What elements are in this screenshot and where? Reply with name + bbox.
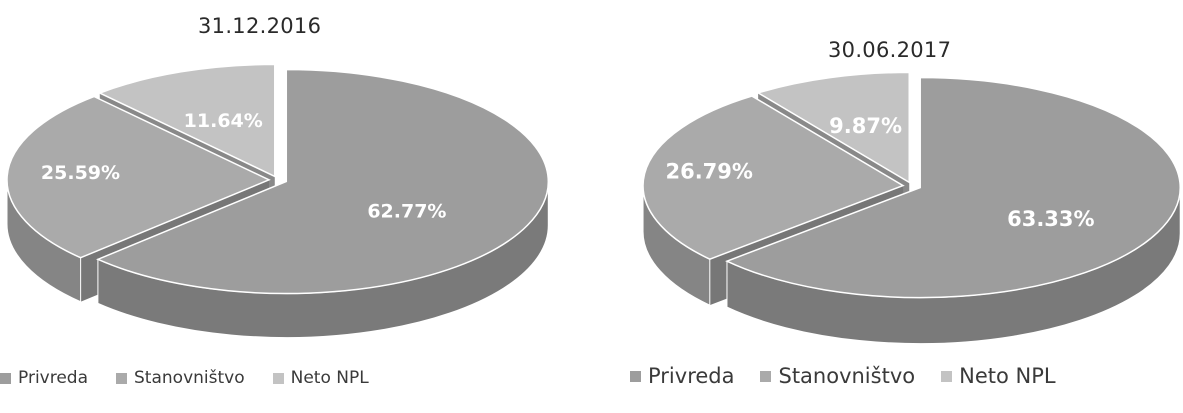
data-label-privreda: 62.77% <box>367 200 446 222</box>
legend-item-stanovnistvo: Stanovništvo <box>116 368 245 388</box>
legend-label: Neto NPL <box>290 368 369 388</box>
chart-title: 31.12.2016 <box>198 14 322 38</box>
legend-label: Privreda <box>648 364 735 388</box>
data-label-neto_npl: 9.87% <box>829 114 902 138</box>
legend-label: Privreda <box>18 368 89 388</box>
data-label-privreda: 63.33% <box>1007 207 1094 231</box>
legend-item-neto-npl: Neto NPL <box>941 364 1056 388</box>
pie-tops <box>642 71 1181 299</box>
legend-swatch-neto-npl <box>272 372 284 384</box>
pie-chart-2016: 31.12.2016 62.77% 25.59% 11.64% Privreda S… <box>0 0 560 413</box>
slice-privreda <box>725 76 1181 299</box>
legend-item-stanovnistvo: Stanovništvo <box>760 364 915 388</box>
slice-neto_npl <box>756 71 911 184</box>
data-label-stanovnistvo: 26.79% <box>665 160 752 184</box>
legend-item-neto-npl: Neto NPL <box>272 368 369 388</box>
legend-swatch-neto-npl <box>941 370 953 382</box>
legend-item-privreda: Privreda <box>630 364 734 388</box>
legend: Privreda Stanovništvo Neto NPL <box>630 364 1056 388</box>
legend-swatch-stanovnistvo <box>116 372 128 384</box>
slice-privreda <box>95 68 549 295</box>
data-label-neto_npl: 11.64% <box>184 110 263 132</box>
legend-label: Neto NPL <box>959 364 1056 388</box>
slice-stanovnistvo <box>6 95 271 259</box>
pie-chart-2017: 30.06.2017 63.33% 26.79% 9.87% Privreda St… <box>630 0 1183 413</box>
data-label-stanovnistvo: 25.59% <box>41 162 120 184</box>
chart-title: 30.06.2017 <box>828 38 952 62</box>
slice-neto_npl <box>97 63 276 178</box>
pie-svg: 63.33% 26.79% 9.87% <box>642 71 1181 345</box>
legend-item-privreda: Privreda <box>0 368 88 388</box>
legend-label: Stanovništvo <box>134 368 245 388</box>
legend-swatch-stanovnistvo <box>760 370 772 382</box>
pie-tops <box>6 63 549 295</box>
slice-stanovnistvo <box>642 95 905 260</box>
legend-label: Stanovništvo <box>778 364 916 388</box>
pie-svg: 62.77% 25.59% 11.64% <box>6 63 549 339</box>
legend-swatch-privreda <box>630 370 641 382</box>
pie-labels: 62.77% 25.59% 11.64% <box>41 110 447 222</box>
legend-swatch-privreda <box>0 372 11 384</box>
pie-labels: 63.33% 26.79% 9.87% <box>665 114 1094 231</box>
legend: Privreda Stanovništvo Neto NPL <box>0 368 369 388</box>
